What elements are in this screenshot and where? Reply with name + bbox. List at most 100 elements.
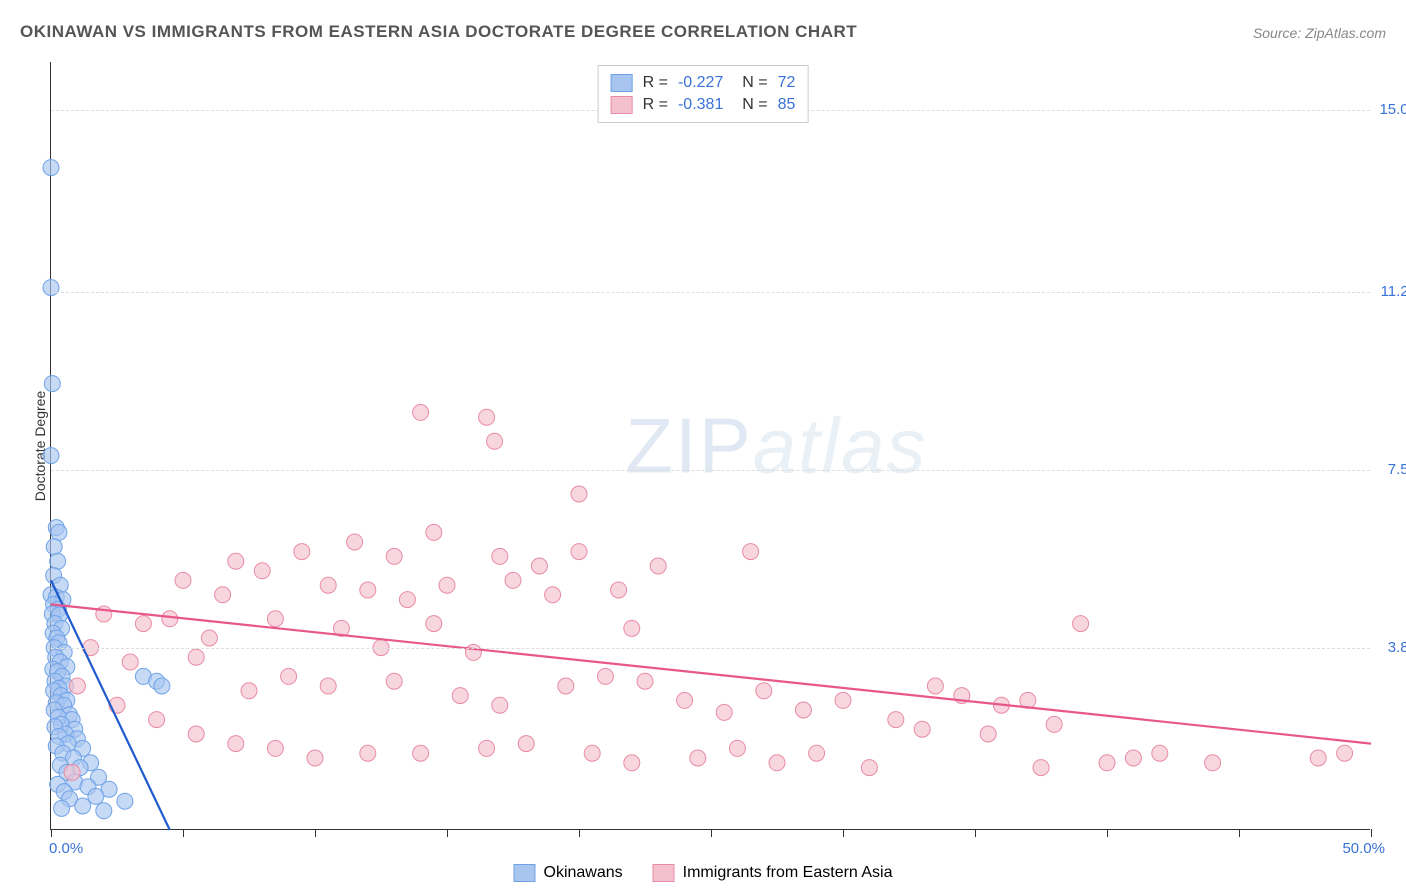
series-legend: Okinawans Immigrants from Eastern Asia [514, 864, 893, 882]
scatter-point [835, 692, 851, 708]
correlation-row-1: R = -0.227 N = 72 [611, 72, 796, 94]
scatter-point [44, 376, 60, 392]
scatter-point [716, 704, 732, 720]
scatter-point [1099, 755, 1115, 771]
scatter-point [1046, 716, 1062, 732]
scatter-point [69, 678, 85, 694]
plot-area: ZIPatlas 3.8%7.5%11.2%15.0%0.0%50.0% [50, 62, 1370, 830]
scatter-point [1073, 616, 1089, 632]
scatter-point [117, 793, 133, 809]
scatter-point [386, 548, 402, 564]
y-tick-label: 15.0% [1379, 101, 1406, 118]
scatter-point [487, 433, 503, 449]
scatter-point [769, 755, 785, 771]
x-tick-label-min: 0.0% [49, 840, 83, 857]
scatter-point [188, 726, 204, 742]
gridline-h [51, 292, 1370, 293]
r-label-2: R = [643, 96, 668, 114]
x-tick [1107, 829, 1108, 837]
scatter-point [307, 750, 323, 766]
x-tick [51, 829, 52, 837]
legend-label-1: Okinawans [544, 864, 623, 882]
x-tick [1239, 829, 1240, 837]
correlation-row-2: R = -0.381 N = 85 [611, 94, 796, 116]
legend-swatch-1 [514, 864, 536, 882]
chart-title: OKINAWAN VS IMMIGRANTS FROM EASTERN ASIA… [20, 22, 857, 42]
legend-item-2: Immigrants from Eastern Asia [653, 864, 893, 882]
scatter-point [861, 760, 877, 776]
gridline-h [51, 470, 1370, 471]
scatter-point [1152, 745, 1168, 761]
scatter-point [64, 764, 80, 780]
x-tick [1371, 829, 1372, 837]
scatter-point [281, 668, 297, 684]
scatter-point [637, 673, 653, 689]
scatter-point [149, 712, 165, 728]
correlation-legend: R = -0.227 N = 72 R = -0.381 N = 85 [598, 65, 809, 123]
r-value-2: -0.381 [678, 96, 723, 114]
scatter-point [439, 577, 455, 593]
scatter-point [452, 688, 468, 704]
swatch-series-1 [611, 74, 633, 92]
legend-label-2: Immigrants from Eastern Asia [683, 864, 893, 882]
r-label-1: R = [643, 74, 668, 92]
y-tick-label: 3.8% [1388, 639, 1406, 656]
scatter-point [795, 702, 811, 718]
scatter-point [492, 697, 508, 713]
scatter-point [597, 668, 613, 684]
scatter-point [201, 630, 217, 646]
scatter-point [241, 683, 257, 699]
scatter-point [254, 563, 270, 579]
scatter-point [75, 798, 91, 814]
scatter-point [479, 409, 495, 425]
scatter-point [320, 577, 336, 593]
scatter-point [50, 553, 66, 569]
scatter-point [927, 678, 943, 694]
scatter-point [809, 745, 825, 761]
scatter-point [228, 553, 244, 569]
scatter-point [518, 736, 534, 752]
scatter-point [584, 745, 600, 761]
x-tick [315, 829, 316, 837]
scatter-point [650, 558, 666, 574]
x-tick [843, 829, 844, 837]
plot-svg [51, 62, 1371, 830]
swatch-series-2 [611, 96, 633, 114]
scatter-point [215, 587, 231, 603]
scatter-point [360, 582, 376, 598]
legend-item-1: Okinawans [514, 864, 623, 882]
r-value-1: -0.227 [678, 74, 723, 92]
scatter-point [1337, 745, 1353, 761]
scatter-point [1310, 750, 1326, 766]
scatter-point [267, 740, 283, 756]
scatter-point [54, 800, 70, 816]
scatter-point [46, 539, 62, 555]
scatter-point [320, 678, 336, 694]
scatter-point [624, 620, 640, 636]
scatter-point [154, 678, 170, 694]
scatter-point [914, 721, 930, 737]
scatter-point [756, 683, 772, 699]
scatter-point [43, 160, 59, 176]
scatter-point [413, 745, 429, 761]
scatter-point [175, 572, 191, 588]
scatter-point [690, 750, 706, 766]
source-attribution: Source: ZipAtlas.com [1253, 25, 1386, 41]
scatter-point [1205, 755, 1221, 771]
scatter-point [743, 544, 759, 560]
scatter-point [294, 544, 310, 560]
scatter-point [980, 726, 996, 742]
scatter-point [347, 534, 363, 550]
scatter-point [558, 678, 574, 694]
n-label-2: N = [733, 96, 767, 114]
scatter-point [122, 654, 138, 670]
scatter-point [426, 616, 442, 632]
scatter-point [360, 745, 376, 761]
legend-swatch-2 [653, 864, 675, 882]
scatter-point [386, 673, 402, 689]
scatter-point [888, 712, 904, 728]
scatter-point [51, 524, 67, 540]
x-tick [183, 829, 184, 837]
scatter-point [571, 486, 587, 502]
scatter-point [611, 582, 627, 598]
